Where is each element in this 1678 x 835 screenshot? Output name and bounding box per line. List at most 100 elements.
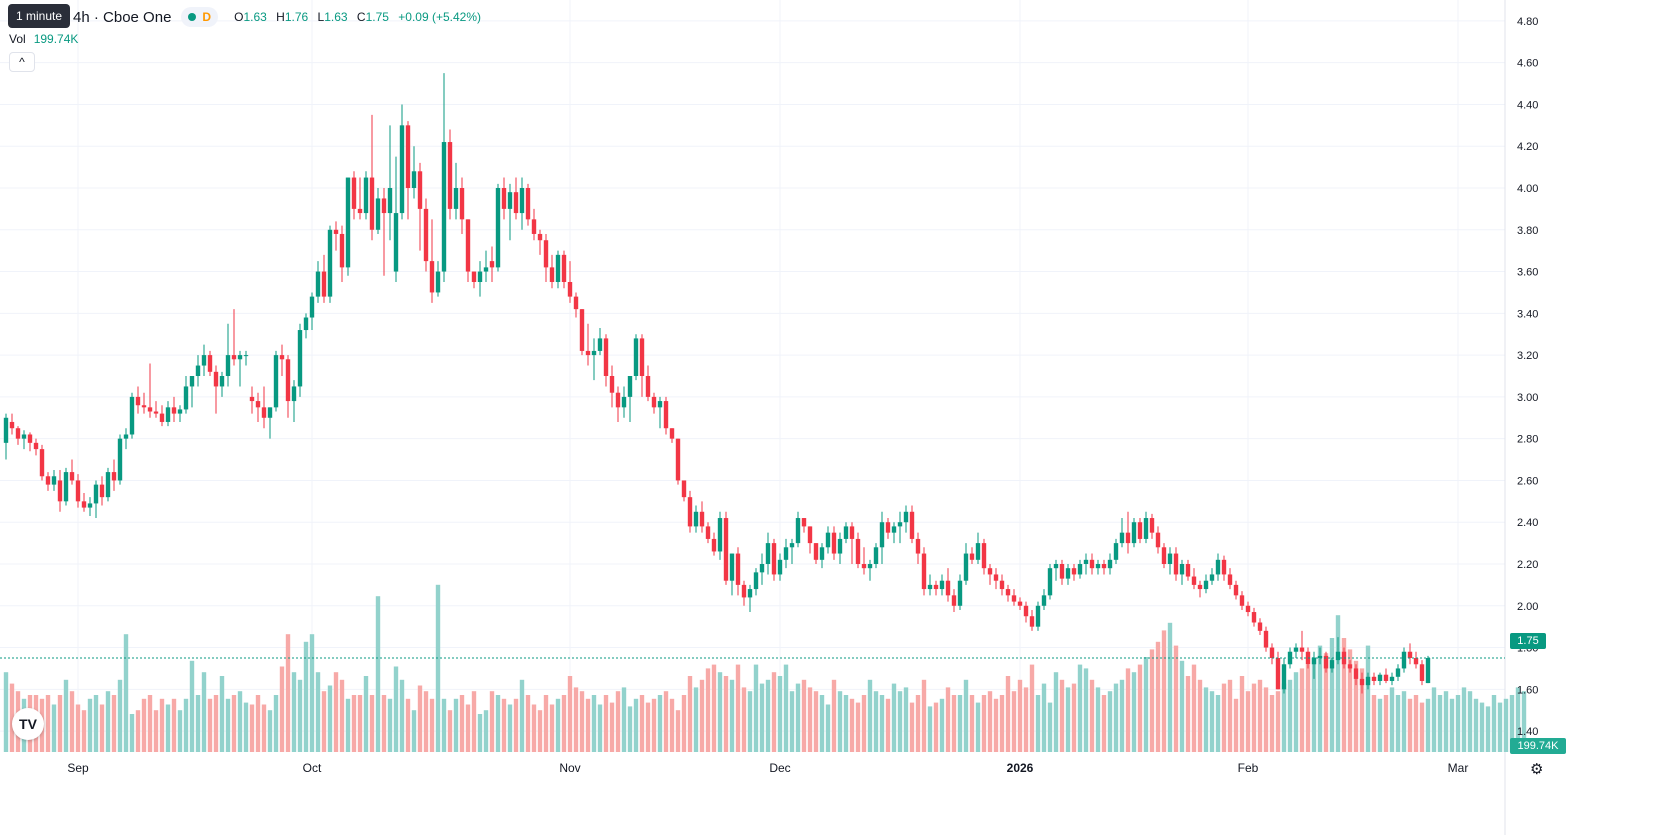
- volume-bar: [441, 698, 447, 752]
- volume-bar: [213, 695, 219, 752]
- volume-bar: [1047, 702, 1053, 752]
- candle-body: [1005, 589, 1011, 596]
- price-tick-label: 2.80: [1517, 434, 1538, 446]
- volume-bar: [567, 676, 573, 752]
- candle-body: [693, 511, 699, 527]
- volume-bar: [735, 664, 741, 752]
- volume-bar: [1221, 683, 1227, 752]
- volume-bar: [363, 676, 369, 752]
- price-tick-label: 4.80: [1517, 16, 1538, 28]
- price-tick-label: 2.00: [1517, 601, 1538, 613]
- candle-body: [1155, 532, 1161, 548]
- volume-bar: [1359, 668, 1365, 752]
- candle-body: [339, 233, 345, 268]
- candle-body: [777, 559, 783, 575]
- candle-body: [1401, 651, 1407, 669]
- candle-body: [321, 271, 327, 297]
- open-label: O: [234, 10, 244, 24]
- volume-bar: [981, 695, 987, 752]
- volume-bar: [399, 679, 405, 752]
- gear-icon[interactable]: ⚙: [1530, 761, 1544, 778]
- candle-body: [1335, 651, 1341, 661]
- volume-bar: [471, 691, 477, 752]
- volume-bar: [1077, 664, 1083, 752]
- volume-bar: [75, 704, 81, 752]
- candle-body: [1119, 532, 1125, 544]
- candle-body: [1149, 518, 1155, 533]
- tradingview-logo[interactable]: TV: [12, 708, 44, 740]
- candle-body: [291, 386, 297, 402]
- price-tick-label: 4.40: [1517, 99, 1538, 111]
- candle-body: [1263, 630, 1269, 648]
- volume-bar: [1389, 687, 1395, 752]
- volume-bar: [717, 672, 723, 752]
- candle-body: [303, 317, 309, 331]
- candle-body: [1317, 655, 1323, 658]
- candle-body: [249, 396, 255, 402]
- volume-bar: [285, 634, 291, 752]
- candle-body: [561, 254, 567, 282]
- volume-bar: [1443, 691, 1449, 752]
- volume-bar: [507, 704, 513, 752]
- volume-bar: [1419, 702, 1425, 752]
- volume-bar: [1053, 672, 1059, 752]
- volume-bar: [1395, 695, 1401, 752]
- candle-body: [1371, 676, 1377, 681]
- volume-bar: [405, 698, 411, 752]
- volume-bar: [945, 687, 951, 752]
- volume-bar: [1275, 691, 1281, 752]
- candle-body: [837, 538, 843, 554]
- volume-bar: [183, 698, 189, 752]
- time-axis: Sep Oct Nov Dec 2026 Feb Mar: [67, 761, 1468, 775]
- candle-body: [1347, 664, 1353, 669]
- candle-body: [1425, 658, 1431, 684]
- candle-body: [1329, 660, 1335, 669]
- volume-bar: [573, 687, 579, 752]
- candle-body: [315, 271, 321, 297]
- candle-body: [585, 350, 591, 356]
- time-tick-label: Dec: [769, 761, 790, 775]
- candle-body: [1131, 522, 1137, 544]
- collapse-legend-button[interactable]: ^: [9, 52, 35, 72]
- volume-bars: [3, 584, 1533, 752]
- market-status-pill[interactable]: D: [181, 7, 219, 27]
- candle-body: [1173, 553, 1179, 575]
- candle-body: [975, 543, 981, 560]
- candle-body: [57, 480, 63, 502]
- volume-bar: [453, 698, 459, 752]
- volume-bar: [321, 691, 327, 752]
- volume-bar: [855, 702, 861, 752]
- market-open-icon: [188, 13, 197, 21]
- volume-bar: [1503, 698, 1509, 752]
- volume-bar: [1305, 664, 1311, 752]
- volume-bar: [819, 695, 825, 752]
- volume-bar: [501, 698, 507, 752]
- volume-bar: [789, 691, 795, 752]
- candle-body: [501, 188, 507, 209]
- volume-bar: [897, 691, 903, 752]
- volume-bar: [777, 676, 783, 752]
- volume-bar: [393, 666, 399, 752]
- candle-body: [141, 405, 147, 408]
- candle-body: [375, 198, 381, 230]
- volume-bar: [255, 695, 261, 752]
- volume-bar: [99, 704, 105, 752]
- volume-bar: [639, 695, 645, 752]
- candle-body: [1257, 622, 1263, 631]
- volume-legend: Vol 199.74K: [9, 32, 78, 46]
- volume-bar: [1425, 698, 1431, 752]
- volume-bar: [309, 634, 315, 752]
- volume-bar: [1269, 695, 1275, 752]
- candle-body: [1209, 574, 1215, 581]
- volume-bar: [729, 679, 735, 752]
- price-tick-label: 3.60: [1517, 267, 1538, 279]
- candle-body: [477, 271, 483, 282]
- candle-body: [531, 219, 537, 234]
- candle-body: [39, 449, 45, 477]
- candle-body: [27, 434, 33, 443]
- candle-body: [177, 409, 183, 414]
- volume-bar: [1119, 679, 1125, 752]
- candle-body: [405, 125, 411, 188]
- volume-bar: [1059, 679, 1065, 752]
